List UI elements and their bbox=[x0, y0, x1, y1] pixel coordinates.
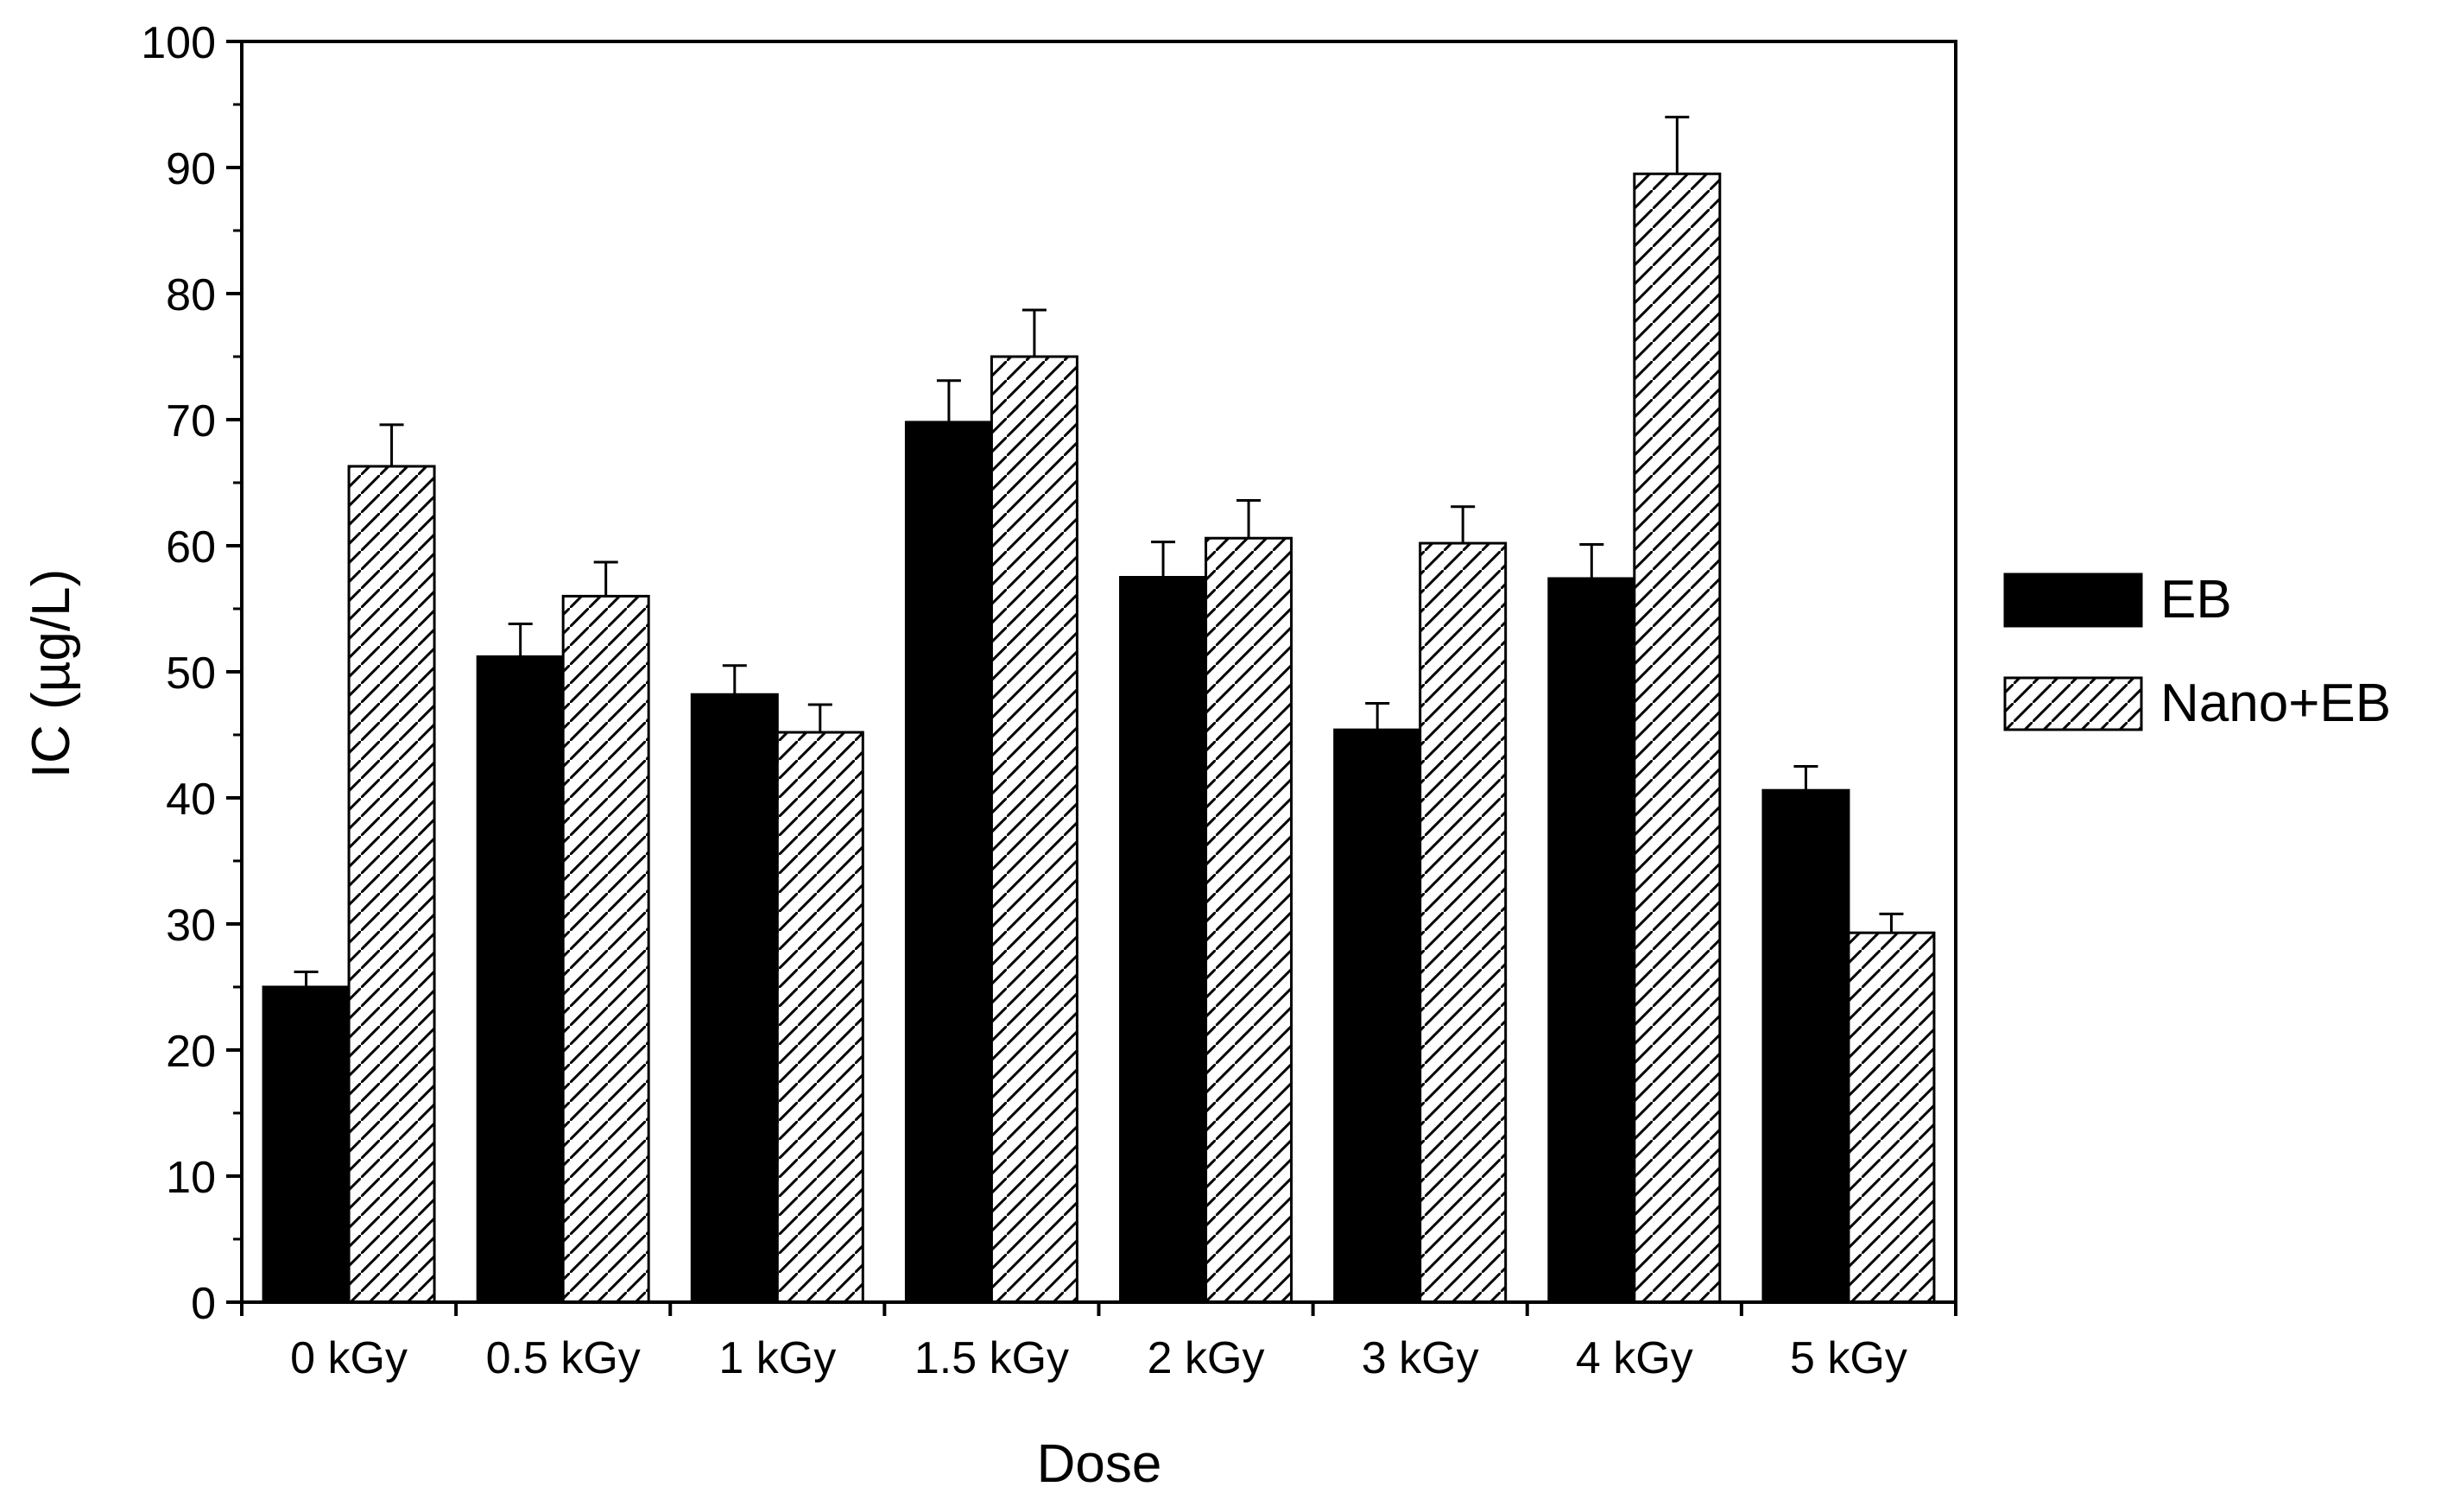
y-tick-label: 50 bbox=[166, 648, 216, 699]
y-tick-label: 90 bbox=[166, 144, 216, 194]
x-tick-label: 2 kGy bbox=[1148, 1333, 1265, 1383]
y-tick-label: 10 bbox=[166, 1153, 216, 1203]
bar bbox=[1847, 931, 1936, 1304]
y-tick-label: 80 bbox=[166, 270, 216, 320]
x-tick-label: 4 kGy bbox=[1576, 1333, 1693, 1383]
x-tick-label: 3 kGy bbox=[1362, 1333, 1479, 1383]
y-tick-label: 100 bbox=[141, 18, 216, 68]
x-tick-label: 1 kGy bbox=[718, 1333, 836, 1383]
x-tick-label: 5 kGy bbox=[1790, 1333, 1907, 1383]
y-tick-label: 60 bbox=[166, 522, 216, 573]
bar bbox=[775, 731, 864, 1304]
bar bbox=[347, 465, 436, 1304]
x-tick-label: 0.5 kGy bbox=[486, 1333, 641, 1383]
x-axis-title: Dose bbox=[1037, 1434, 1162, 1494]
bar bbox=[1547, 577, 1636, 1304]
y-tick-label: 30 bbox=[166, 901, 216, 951]
bar bbox=[561, 594, 650, 1304]
y-tick-label: 70 bbox=[166, 396, 216, 446]
bar bbox=[1419, 541, 1508, 1304]
legend-swatch bbox=[2003, 573, 2143, 628]
bar bbox=[1333, 728, 1422, 1304]
bar bbox=[904, 421, 993, 1304]
y-tick-label: 20 bbox=[166, 1027, 216, 1077]
bar bbox=[476, 655, 565, 1304]
bar bbox=[1761, 788, 1850, 1304]
x-tick-label: 0 kGy bbox=[290, 1333, 408, 1383]
legend-label: EB bbox=[2160, 570, 2232, 629]
bar bbox=[1119, 576, 1208, 1304]
y-tick-label: 40 bbox=[166, 775, 216, 825]
legend-label: Nano+EB bbox=[2160, 674, 2391, 733]
legend: EB Nano+EB bbox=[2003, 570, 2391, 733]
legend-swatch bbox=[2003, 676, 2143, 731]
y-axis-title: IC (µg/L) bbox=[22, 569, 81, 778]
x-tick-label: 1.5 kGy bbox=[914, 1333, 1069, 1383]
bar bbox=[990, 355, 1078, 1304]
bar bbox=[1633, 172, 1722, 1304]
y-tick-label: 0 bbox=[191, 1279, 216, 1329]
bar bbox=[1205, 536, 1293, 1304]
bar bbox=[262, 985, 351, 1304]
bar bbox=[690, 693, 779, 1304]
